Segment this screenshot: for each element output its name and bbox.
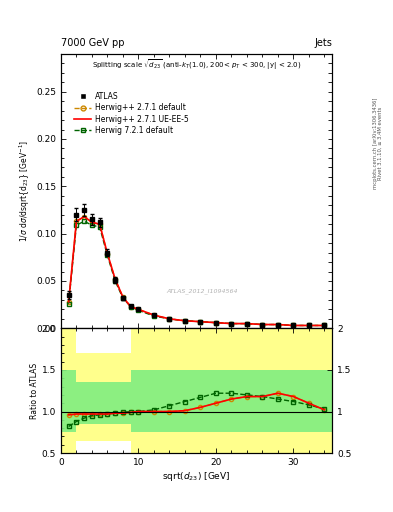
X-axis label: sqrt($d_{23}$) [GeV]: sqrt($d_{23}$) [GeV]	[162, 470, 231, 483]
Text: Splitting scale $\sqrt{d_{23}}$ (anti-$k_T$(1.0), 200< $p_T$ < 300, |y| < 2.0): Splitting scale $\sqrt{d_{23}}$ (anti-$k…	[92, 58, 301, 72]
Y-axis label: Ratio to ATLAS: Ratio to ATLAS	[30, 362, 39, 419]
Y-axis label: 1/$\sigma$ d$\sigma$/dsqrt{d$_{23}$} [GeV$^{-1}$]: 1/$\sigma$ d$\sigma$/dsqrt{d$_{23}$} [Ge…	[17, 140, 32, 242]
Text: ATLAS_2012_I1094564: ATLAS_2012_I1094564	[166, 289, 238, 294]
Legend: ATLAS, Herwig++ 2.7.1 default, Herwig++ 2.7.1 UE-EE-5, Herwig 7.2.1 default: ATLAS, Herwig++ 2.7.1 default, Herwig++ …	[73, 91, 190, 137]
Text: Jets: Jets	[314, 37, 332, 48]
Text: mcplots.cern.ch [arXiv:1306.3436]: mcplots.cern.ch [arXiv:1306.3436]	[373, 98, 378, 189]
Text: 7000 GeV pp: 7000 GeV pp	[61, 37, 125, 48]
Text: Rivet 3.1.10, ≥ 3.4M events: Rivet 3.1.10, ≥ 3.4M events	[378, 106, 383, 180]
